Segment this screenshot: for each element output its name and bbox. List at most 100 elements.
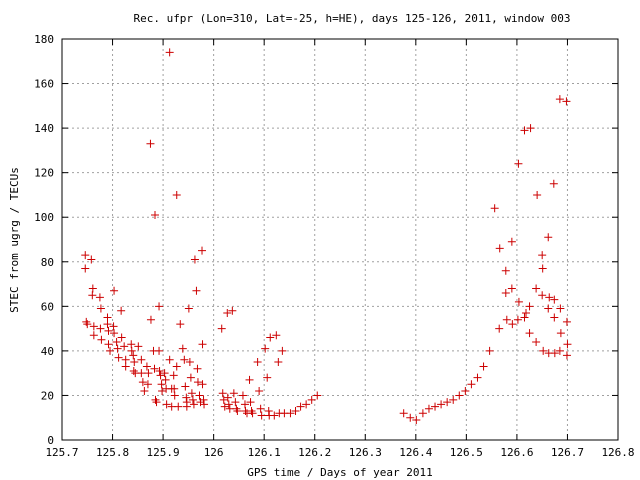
data-point bbox=[178, 344, 187, 353]
data-point bbox=[223, 393, 232, 402]
data-point bbox=[253, 358, 262, 367]
data-point bbox=[532, 337, 541, 346]
data-point bbox=[87, 255, 96, 264]
data-point bbox=[532, 284, 541, 293]
data-point bbox=[127, 346, 136, 355]
data-points bbox=[81, 48, 572, 424]
y-tick-label: 100 bbox=[34, 211, 54, 224]
data-point bbox=[110, 329, 119, 338]
data-point bbox=[120, 342, 129, 351]
data-point bbox=[539, 346, 548, 355]
data-point bbox=[238, 391, 247, 400]
data-point bbox=[89, 322, 98, 331]
data-point bbox=[156, 371, 165, 380]
data-point bbox=[96, 304, 105, 313]
data-point bbox=[490, 204, 499, 213]
data-point bbox=[556, 329, 565, 338]
data-point bbox=[485, 346, 494, 355]
data-point bbox=[272, 331, 281, 340]
data-point bbox=[550, 295, 559, 304]
data-point bbox=[545, 293, 554, 302]
data-point bbox=[508, 320, 517, 329]
y-tick-label: 140 bbox=[34, 122, 54, 135]
data-point bbox=[223, 309, 232, 318]
data-point bbox=[137, 369, 146, 378]
data-point bbox=[172, 362, 181, 371]
data-point bbox=[224, 400, 233, 409]
data-point bbox=[231, 398, 240, 407]
data-point bbox=[150, 364, 159, 373]
data-point bbox=[562, 317, 571, 326]
data-point bbox=[193, 378, 202, 387]
data-point bbox=[550, 313, 559, 322]
data-point bbox=[544, 304, 553, 313]
data-point bbox=[187, 389, 196, 398]
data-point bbox=[182, 393, 191, 402]
data-point bbox=[261, 344, 270, 353]
y-tick-label: 160 bbox=[34, 78, 54, 91]
data-point bbox=[248, 409, 257, 418]
data-point bbox=[507, 237, 516, 246]
data-point bbox=[199, 395, 208, 404]
data-point bbox=[109, 322, 118, 331]
data-point bbox=[538, 264, 547, 273]
x-tick-label: 126.1 bbox=[248, 446, 281, 459]
data-point bbox=[437, 400, 446, 409]
data-point bbox=[525, 329, 534, 338]
data-point bbox=[200, 400, 209, 409]
data-point bbox=[96, 324, 105, 333]
data-point bbox=[198, 380, 207, 389]
data-point bbox=[117, 333, 126, 342]
data-point bbox=[157, 380, 166, 389]
data-point bbox=[146, 139, 155, 148]
data-point bbox=[81, 264, 90, 273]
data-point bbox=[165, 355, 174, 364]
data-point bbox=[525, 302, 534, 311]
data-point bbox=[245, 375, 254, 384]
x-tick-label: 126.5 bbox=[450, 446, 483, 459]
data-point bbox=[418, 409, 427, 418]
data-point bbox=[266, 333, 275, 342]
data-point bbox=[184, 304, 193, 313]
data-point bbox=[549, 179, 558, 188]
data-point bbox=[151, 210, 160, 219]
grid bbox=[62, 39, 618, 440]
y-tick-label: 40 bbox=[41, 345, 54, 358]
data-point bbox=[286, 409, 295, 418]
data-point bbox=[274, 358, 283, 367]
x-axis: 125.7 125.8 125.9 126 126.1 126.2 126.3 126.4 12… bbox=[45, 39, 635, 459]
x-tick-label: 125.8 bbox=[96, 446, 129, 459]
y-tick-label: 0 bbox=[47, 434, 54, 447]
data-point bbox=[140, 386, 149, 395]
data-point bbox=[138, 378, 147, 387]
data-point bbox=[113, 344, 122, 353]
data-point bbox=[562, 351, 571, 360]
data-point bbox=[82, 317, 91, 326]
data-point bbox=[526, 124, 535, 133]
data-point bbox=[520, 126, 529, 135]
data-point bbox=[406, 413, 415, 422]
data-point bbox=[114, 353, 123, 362]
data-point bbox=[502, 315, 511, 324]
data-point bbox=[291, 407, 300, 416]
data-point bbox=[172, 190, 181, 199]
data-point bbox=[198, 246, 207, 255]
data-point bbox=[550, 349, 559, 358]
data-point bbox=[180, 355, 189, 364]
x-tick-label: 126.7 bbox=[551, 446, 584, 459]
data-point bbox=[189, 400, 198, 409]
data-point bbox=[412, 415, 421, 424]
y-axis: 0 20 40 60 80 100 120 140 160 180 bbox=[34, 33, 618, 447]
data-point bbox=[176, 320, 185, 329]
data-point bbox=[233, 407, 242, 416]
data-point bbox=[121, 362, 130, 371]
data-point bbox=[192, 286, 201, 295]
y-tick-label: 80 bbox=[41, 256, 54, 269]
data-point bbox=[479, 362, 488, 371]
data-point bbox=[121, 355, 130, 364]
data-point bbox=[97, 335, 106, 344]
x-tick-label: 126.2 bbox=[298, 446, 331, 459]
x-axis-label: GPS time / Days of year 2011 bbox=[247, 466, 432, 479]
data-point bbox=[110, 286, 119, 295]
data-point bbox=[174, 402, 183, 411]
